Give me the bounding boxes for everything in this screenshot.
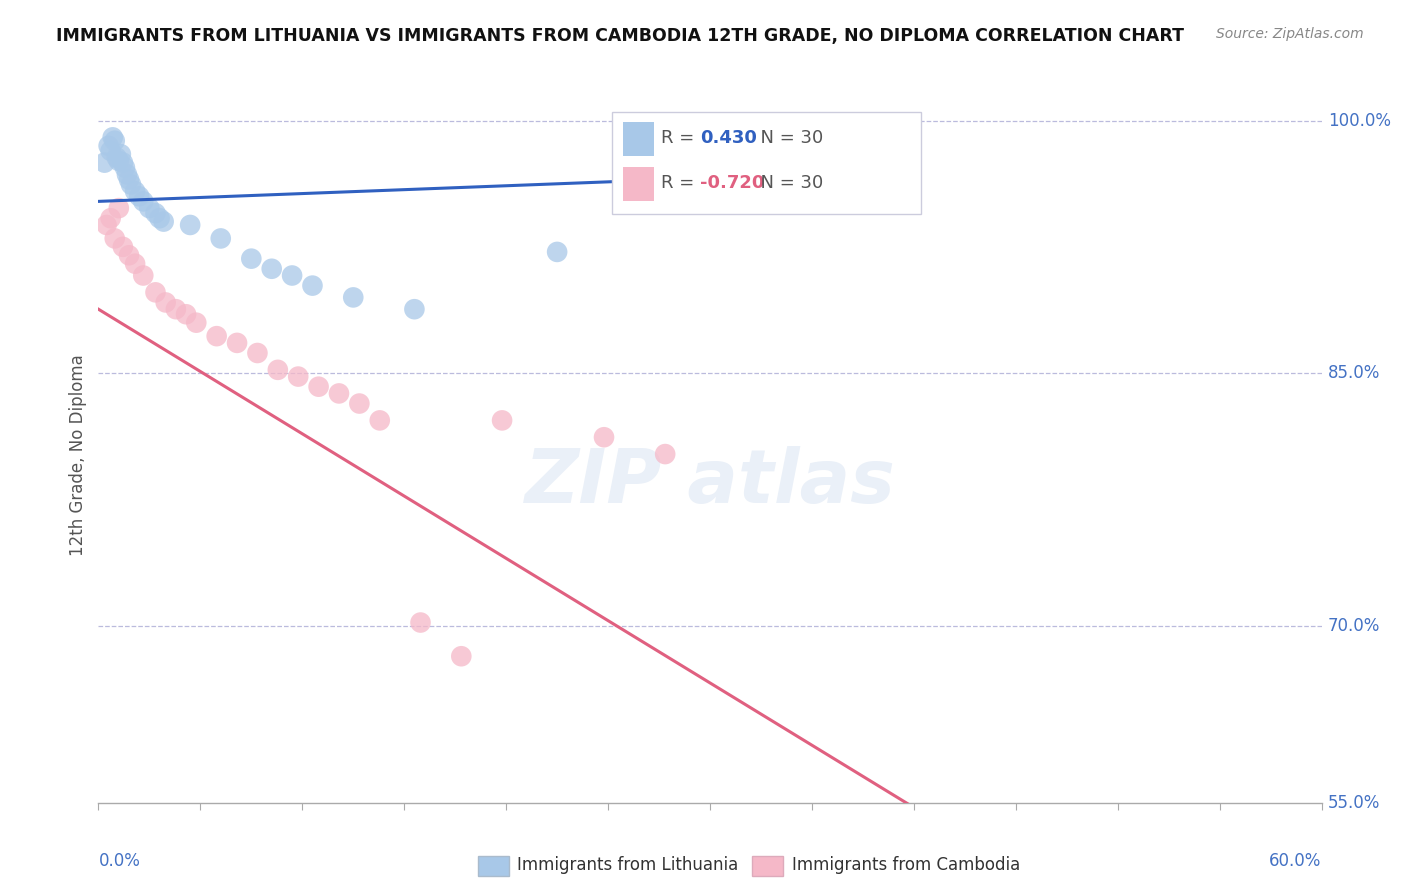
Point <box>97 138 120 153</box>
Point <box>93 155 115 169</box>
Point <box>152 214 174 228</box>
Point <box>118 248 141 262</box>
Point <box>281 268 304 283</box>
Point <box>179 218 201 232</box>
Point <box>108 201 131 215</box>
Text: N = 30: N = 30 <box>749 129 824 147</box>
Point <box>349 396 371 410</box>
Point <box>790 168 813 182</box>
Point <box>132 194 155 209</box>
Point <box>267 363 290 377</box>
Point <box>100 211 122 226</box>
Text: R =: R = <box>661 174 700 192</box>
Text: N = 30: N = 30 <box>749 174 824 192</box>
Text: Immigrants from Cambodia: Immigrants from Cambodia <box>792 856 1019 874</box>
Text: 0.430: 0.430 <box>700 129 756 147</box>
Text: R =: R = <box>661 129 700 147</box>
Point <box>104 231 127 245</box>
Point <box>101 130 124 145</box>
Point <box>145 285 167 300</box>
Point <box>111 240 134 254</box>
Point <box>100 144 122 158</box>
Y-axis label: 12th Grade, No Diploma: 12th Grade, No Diploma <box>69 354 87 556</box>
Text: 55.0%: 55.0% <box>1327 794 1381 812</box>
Point <box>186 316 208 330</box>
Point <box>205 329 228 343</box>
Text: Source: ZipAtlas.com: Source: ZipAtlas.com <box>1216 27 1364 41</box>
Point <box>96 218 118 232</box>
Point <box>226 335 249 350</box>
Point <box>546 244 568 259</box>
Point <box>776 851 799 865</box>
Point <box>450 649 472 664</box>
Point <box>105 151 128 165</box>
Text: 85.0%: 85.0% <box>1327 364 1381 382</box>
Text: Immigrants from Lithuania: Immigrants from Lithuania <box>517 856 738 874</box>
Point <box>138 201 160 215</box>
Text: IMMIGRANTS FROM LITHUANIA VS IMMIGRANTS FROM CAMBODIA 12TH GRADE, NO DIPLOMA COR: IMMIGRANTS FROM LITHUANIA VS IMMIGRANTS … <box>56 27 1184 45</box>
Point <box>111 155 134 169</box>
Point <box>491 413 513 427</box>
Point <box>104 134 127 148</box>
Point <box>124 184 146 198</box>
Point <box>409 615 432 630</box>
Point <box>368 413 391 427</box>
Point <box>287 369 309 384</box>
Point <box>240 252 263 266</box>
Point <box>108 153 131 168</box>
Point <box>118 172 141 186</box>
Point <box>209 231 232 245</box>
Point <box>260 261 283 276</box>
Point <box>165 302 187 317</box>
Point <box>132 268 155 283</box>
Point <box>858 841 880 855</box>
Text: 100.0%: 100.0% <box>1327 112 1391 129</box>
Point <box>110 147 132 161</box>
Point <box>174 307 197 321</box>
Point <box>114 161 136 175</box>
Point <box>342 290 364 304</box>
Text: 0.0%: 0.0% <box>98 852 141 870</box>
Point <box>328 386 350 401</box>
Point <box>246 346 269 360</box>
Point <box>120 178 142 192</box>
Text: ZIP atlas: ZIP atlas <box>524 446 896 519</box>
Text: -0.720: -0.720 <box>700 174 765 192</box>
Point <box>155 295 177 310</box>
Point <box>115 168 138 182</box>
Point <box>308 380 330 394</box>
Point <box>149 211 172 226</box>
Point <box>301 278 323 293</box>
Point <box>124 257 146 271</box>
Point <box>593 430 616 444</box>
Point <box>404 302 426 317</box>
Point <box>145 206 167 220</box>
Point <box>654 447 676 461</box>
Text: 60.0%: 60.0% <box>1270 852 1322 870</box>
Point <box>128 189 150 203</box>
Text: 70.0%: 70.0% <box>1327 617 1381 635</box>
